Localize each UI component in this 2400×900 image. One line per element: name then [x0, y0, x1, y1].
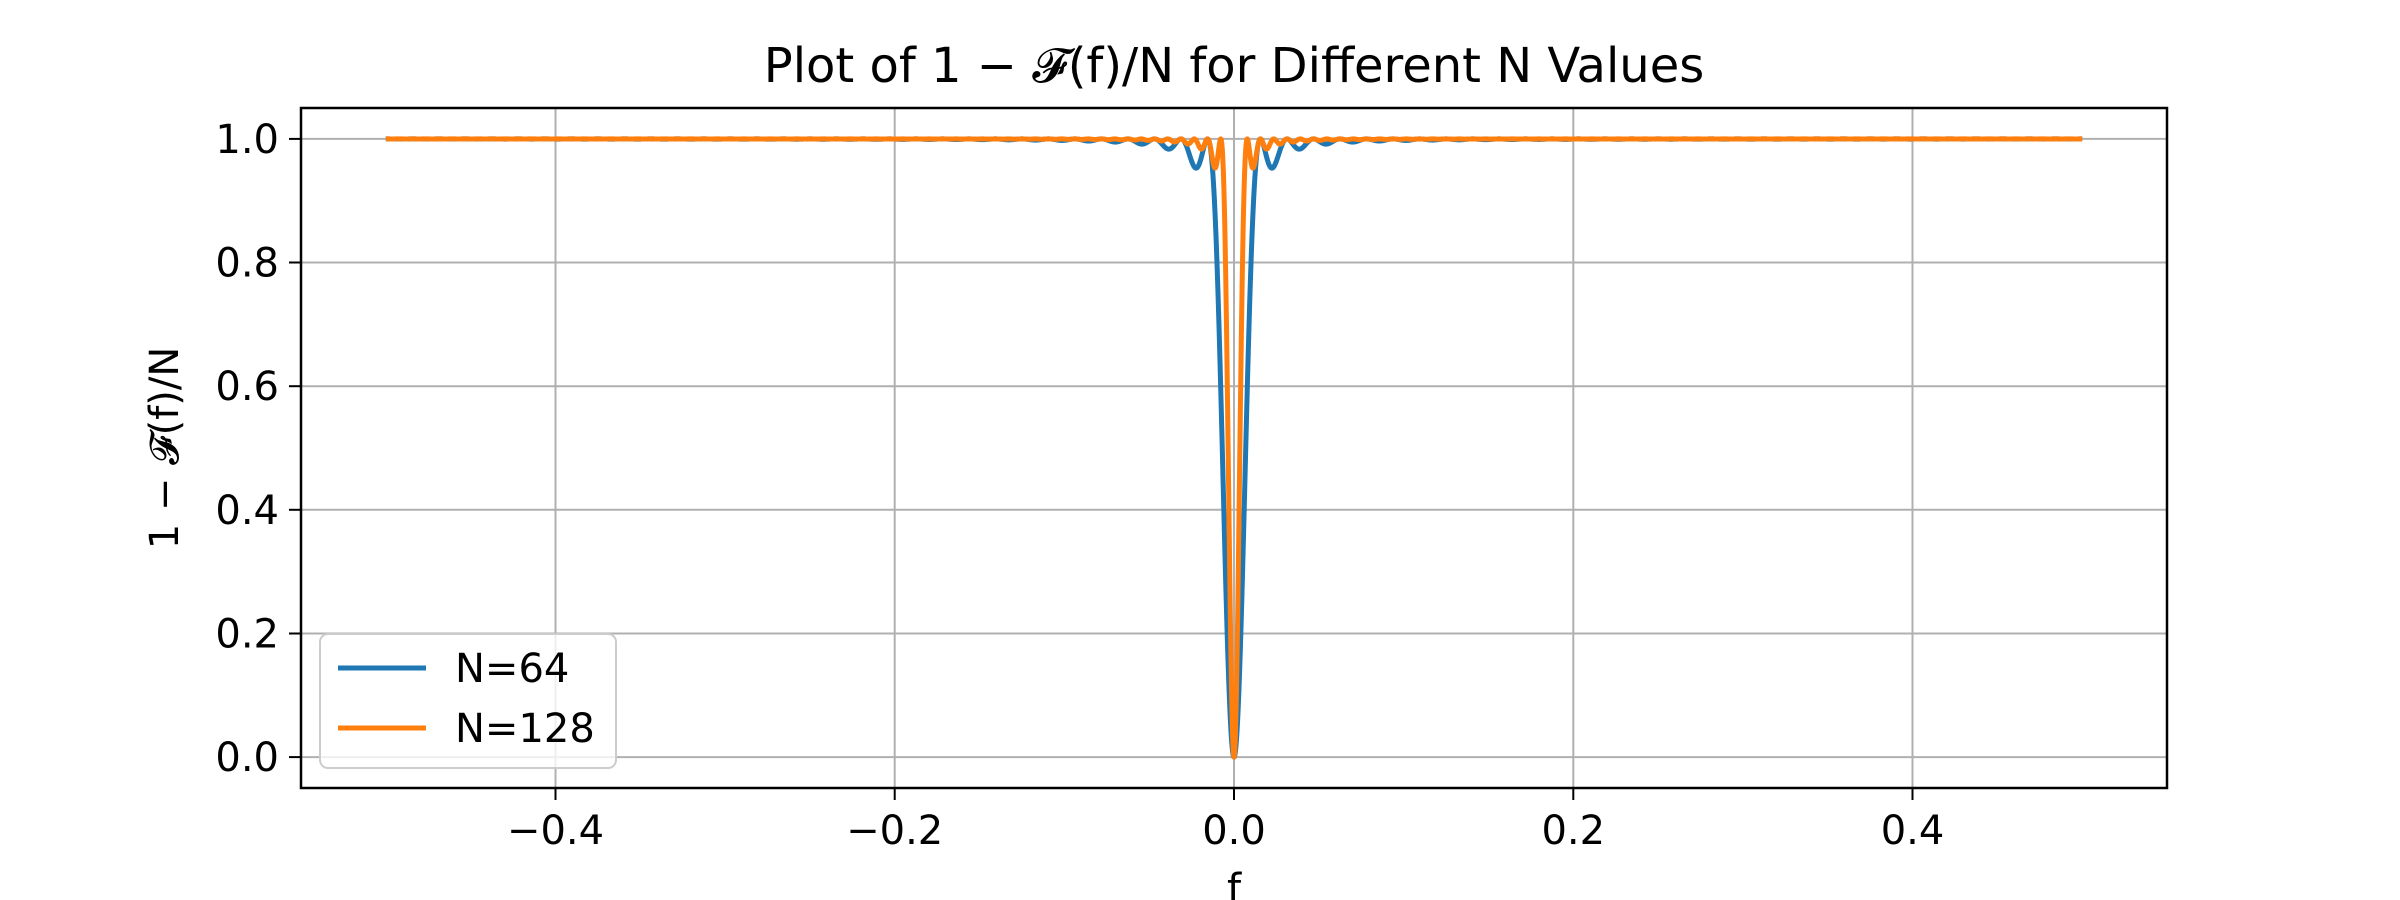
series-group — [383, 136, 2085, 760]
legend-label-n64: N=64 — [455, 646, 569, 692]
y-tick-label: 0.2 — [215, 612, 279, 658]
axis-ticks: −0.4 −0.2 0.0 0.2 0.4 0.0 0.2 0.4 0.6 0.8 1.0 — [215, 117, 1944, 854]
y-tick-label: 0.4 — [215, 488, 279, 534]
y-tick-label: 0.8 — [215, 241, 279, 287]
series-line-n128 — [383, 136, 2085, 760]
x-axis-label: f — [1227, 866, 1242, 900]
y-axis-label: 1 − 𝓕(f)/N — [142, 347, 188, 550]
x-tick-label: −0.4 — [507, 808, 604, 854]
x-tick-label: 0.2 — [1541, 808, 1605, 854]
x-tick-label: 0.4 — [1881, 808, 1945, 854]
legend: N=64 N=128 — [319, 633, 617, 769]
x-tick-label: −0.2 — [846, 808, 943, 854]
y-tick-label: 0.0 — [215, 735, 279, 781]
chart-title: Plot of 1 − 𝓕(f)/N for Different N Value… — [764, 38, 1705, 94]
y-tick-label: 1.0 — [215, 117, 279, 163]
y-tick-label: 0.6 — [215, 364, 279, 410]
legend-label-n128: N=128 — [455, 706, 595, 752]
x-tick-label: 0.0 — [1202, 808, 1266, 854]
